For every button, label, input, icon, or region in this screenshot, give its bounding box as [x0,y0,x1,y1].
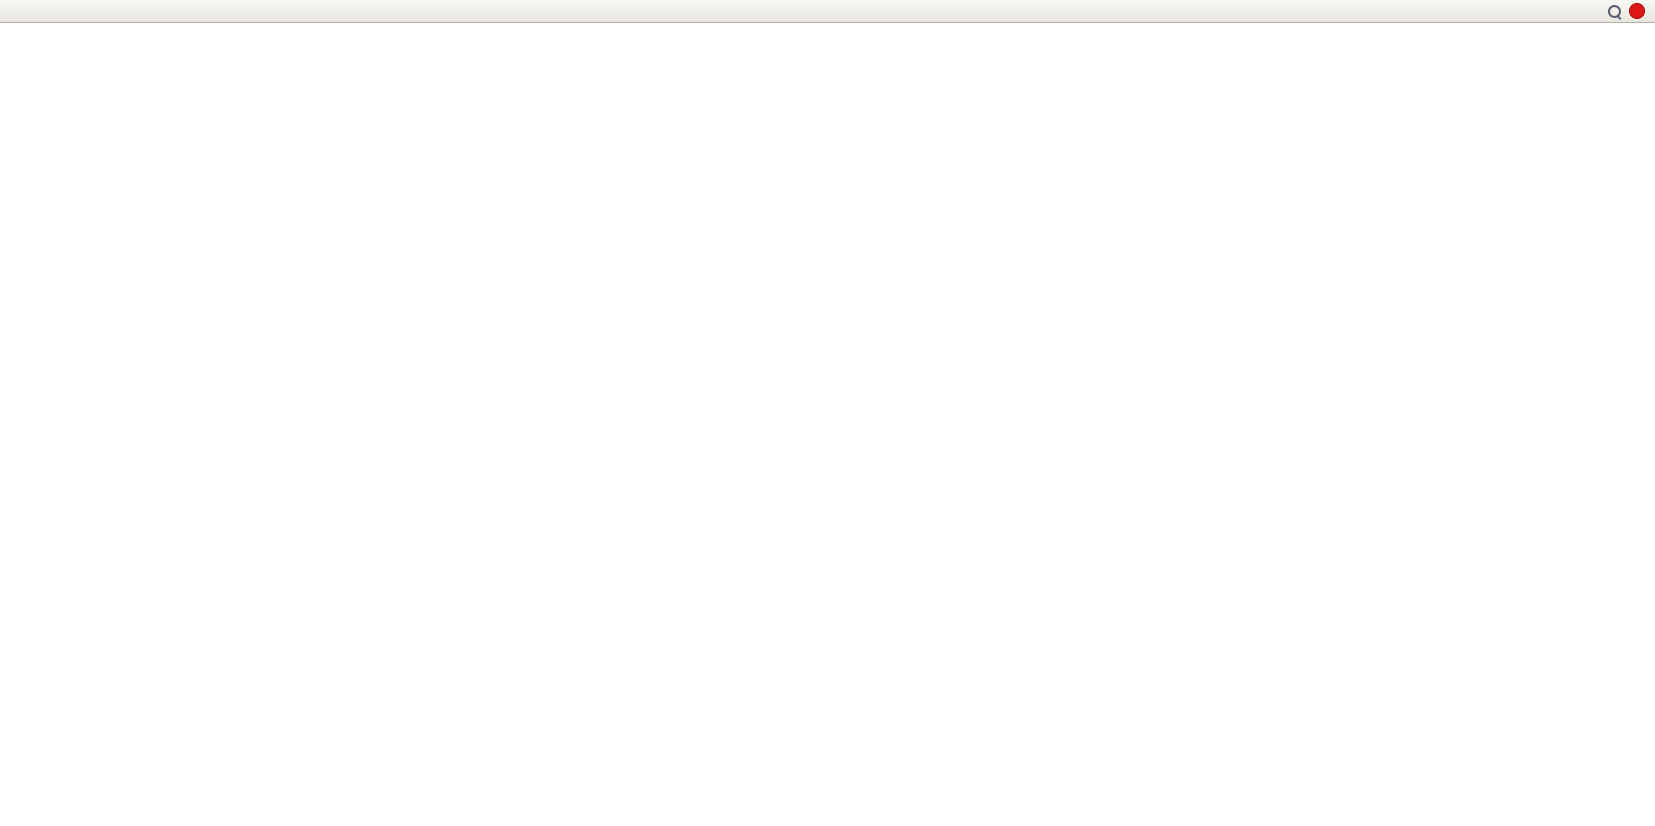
chart-symbol-label [5,29,8,39]
toolbar [0,0,1655,23]
notification-badge[interactable] [1629,3,1645,19]
search-icon[interactable] [1608,4,1621,18]
